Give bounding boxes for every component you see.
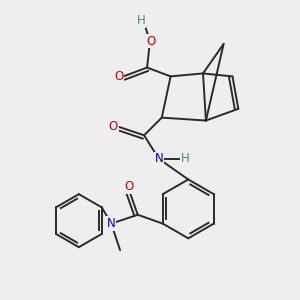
Text: N: N [107, 217, 116, 230]
Text: N: N [154, 152, 163, 165]
Text: O: O [115, 70, 124, 83]
Text: H: H [137, 14, 146, 27]
Text: H: H [181, 152, 190, 165]
Text: O: O [147, 34, 156, 48]
Text: O: O [109, 120, 118, 133]
Text: O: O [124, 180, 134, 193]
